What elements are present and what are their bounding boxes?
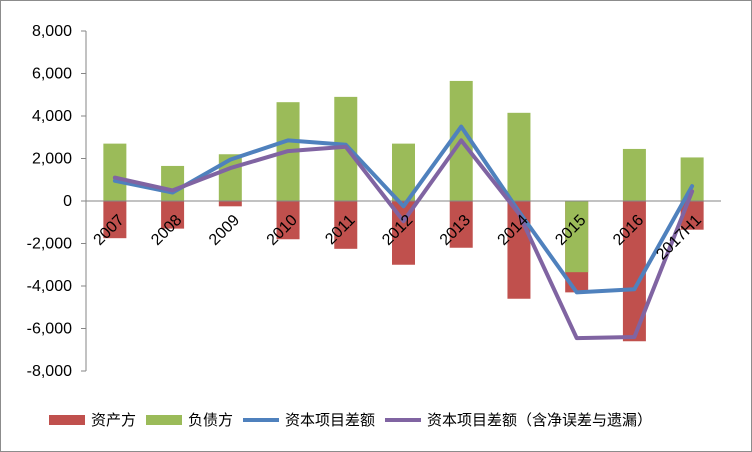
bar-liability [161, 165, 185, 201]
x-category-label: 2009 [206, 212, 243, 249]
y-tick-label: 6,000 [32, 66, 72, 83]
y-tick-label: 4,000 [32, 108, 72, 125]
y-ticks-layer: -8,000 -6,000 -4,000 -2,000 0 2,000 4,000 6,000… [27, 23, 86, 380]
line-capital-balance [112, 124, 695, 295]
y-tick-label: -4,000 [27, 278, 72, 295]
bar-liability [565, 201, 589, 273]
bar-asset [449, 201, 473, 248]
bar-asset [334, 201, 358, 249]
legend-swatch-asset [49, 414, 85, 425]
y-tick-label: -2,000 [27, 236, 72, 253]
bar-liability [622, 148, 646, 201]
legend-item-liability: 负债方 [146, 409, 233, 430]
bar-liability [103, 143, 127, 201]
bar-asset [622, 201, 646, 342]
legend-item-asset: 资产方 [49, 409, 136, 430]
bar-asset [103, 201, 127, 239]
legend-swatch-liability [146, 414, 183, 425]
bar-liability [507, 112, 531, 201]
bar-asset [161, 201, 185, 229]
y-tick-label: -6,000 [27, 321, 72, 338]
legend-swatch-capital-balance-errors [385, 417, 422, 422]
bar-liability [680, 157, 704, 201]
y-tick-label: 2,000 [32, 151, 72, 168]
bar-asset [276, 201, 300, 240]
legend-item-capital-balance-errors: 资本项目差额（含净误差与遗漏） [385, 409, 652, 430]
legend-label-liability: 负债方 [188, 411, 234, 429]
bar-asset [218, 201, 242, 207]
bar-liability [392, 143, 415, 201]
legend-label-capital-balance: 资本项目差额 [285, 411, 376, 429]
bars-layer [103, 80, 704, 342]
legend-label-asset: 资产方 [91, 411, 137, 429]
legend-item-capital-balance: 资本项目差额 [243, 409, 375, 430]
y-tick-label: 0 [63, 193, 72, 210]
lines-layer [112, 124, 695, 341]
y-tick-label: -8,000 [27, 363, 72, 380]
legend-swatch-capital-balance [243, 417, 280, 422]
legend-label-capital-balance-errors: 资本项目差额（含净误差与遗漏） [427, 411, 653, 429]
legend: 资产方 负债方 资本项目差额 资本项目差额（含净误差与遗漏） [49, 409, 662, 430]
line-capital-balance-errors [112, 138, 695, 341]
y-tick-label: 8,000 [32, 23, 72, 40]
